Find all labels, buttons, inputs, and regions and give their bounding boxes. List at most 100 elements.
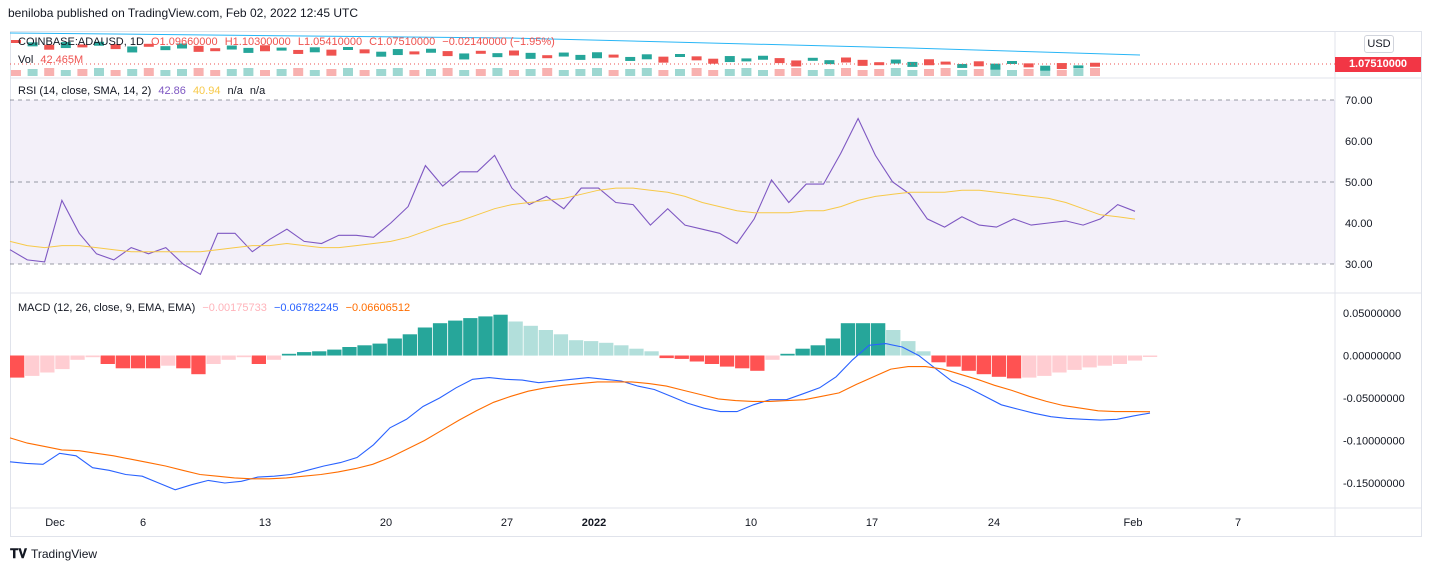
macd-histogram-bar [342,347,357,356]
footer-brand[interactable]: TradingView [31,547,98,561]
macd-histogram-bar [161,355,176,366]
volume-bar [376,69,387,76]
rsi-line [9,117,1136,276]
price-candle [60,42,71,49]
macd-histogram-bar [115,355,130,369]
macd-histogram-bar [750,355,765,371]
macd-histogram-bar [327,349,342,356]
volume-bar [1090,68,1100,76]
rsi-extra-1: n/a [227,85,243,97]
volume-bar [127,69,138,76]
price-candle [77,44,88,48]
volume-bar [990,68,1001,76]
macd-y-tick-label: 0.00000000 [1343,351,1401,363]
publisher-header: beniloba published on TradingView.com, F… [8,6,359,20]
volume-bar [326,69,337,76]
price-candle [376,51,387,57]
price-candle [409,51,420,55]
macd-histogram-bar [674,355,689,359]
macd-histogram-bar [886,330,901,356]
volume-bar [907,70,918,76]
price-candle [343,47,353,50]
macd-histogram-bar [417,327,433,356]
volume-bar [276,69,287,76]
time-axis-label: 13 [259,517,271,529]
price-candle [575,54,586,60]
volume-legend: Vol 42.465M [18,54,87,66]
macd-histogram-bar [735,355,750,369]
price-candle [226,45,237,50]
macd-histogram-bar [568,340,584,356]
macd-histogram-bar [508,321,523,356]
price-candle [1040,65,1051,71]
volume-bar [1007,70,1017,76]
price-candle [658,56,669,63]
price-candle [625,56,636,61]
tradingview-logo-icon[interactable]: 𝐓𝐕 [10,546,27,561]
price-candle [1073,65,1084,69]
open-value: O1.09660000 [150,36,218,48]
macd-y-tick-label: -0.05000000 [1343,393,1405,405]
volume-bar [608,70,619,76]
price-candle [160,46,171,51]
macd-histogram-bar [825,338,840,356]
macd-label[interactable]: MACD (12, 26, close, 9, EMA, EMA) [18,302,196,314]
macd-histogram-bar [463,318,478,356]
volume-bar [60,70,71,76]
volume-bar [459,70,470,76]
macd-histogram-bar [1067,355,1082,370]
price-candle [1090,62,1100,67]
price-candle [392,49,403,56]
macd-histogram-bar [387,338,402,356]
chart-frame[interactable] [10,31,1422,537]
time-axis-label: 17 [866,517,878,529]
price-candle [758,55,768,60]
volume-bar [658,70,669,76]
rsi-extra-2: n/a [249,85,266,97]
price-candle [442,51,453,57]
rsi-y-tick-label: 60.00 [1345,136,1373,148]
volume-bar [874,69,885,76]
time-axis-label: 10 [745,517,757,529]
volume-bar [841,68,851,76]
volume-bar [177,69,187,76]
price-candle [874,62,885,66]
volume-bar [758,70,768,76]
volume-bar [575,69,586,76]
macd-histogram-bar [251,355,266,364]
macd-histogram-bar [1022,355,1037,378]
macd-histogram-bar [931,355,946,363]
volume-bar [857,70,868,76]
volume-bar [558,70,569,76]
macd-histogram-bar [840,323,856,356]
volume-bar [708,70,719,76]
macd-histogram-bar [448,320,463,356]
currency-button[interactable]: USD [1364,35,1394,53]
volume-bar [492,68,503,76]
macd-y-tick-label: -0.15000000 [1343,478,1405,490]
macd-histogram-bar [176,355,191,369]
macd-histogram-bar [402,334,417,356]
macd-histogram-bar [130,355,146,369]
price-candle [27,42,38,47]
volume-bar [243,68,254,76]
volume-bar [1023,69,1034,76]
rsi-sma-value: 40.94 [192,85,221,97]
macd-histogram-bar [206,355,221,364]
macd-hist-value: −0.00175733 [202,302,267,314]
price-candle [127,46,138,53]
macd-histogram-bar [991,355,1007,377]
volume-bar [94,68,104,76]
volume-bar [774,69,785,76]
macd-histogram-bar [297,352,312,356]
volume-bar [724,69,735,76]
vol-label[interactable]: Vol [18,54,34,66]
rsi-label[interactable]: RSI (14, close, SMA, 14, 2) [18,85,152,97]
symbol-label[interactable]: COINBASE:ADAUSD, 1D [18,36,144,48]
price-candle [143,43,154,47]
volume-bar [741,68,752,76]
macd-histogram-bar [629,348,644,356]
volume-bar [675,69,685,76]
volume-bar [542,68,553,76]
